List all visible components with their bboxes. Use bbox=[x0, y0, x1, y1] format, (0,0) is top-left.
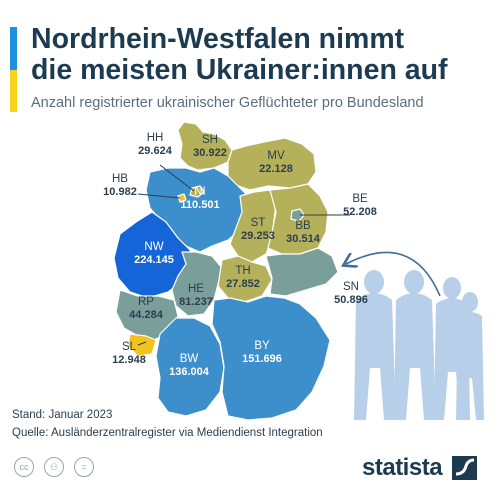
region-code-NI: NI bbox=[194, 186, 206, 198]
region-code-RP: RP bbox=[138, 296, 154, 308]
region-value-SL: 12.948 bbox=[112, 354, 146, 366]
region-SH bbox=[177, 121, 233, 171]
region-SN bbox=[265, 247, 339, 297]
equals-icon: = bbox=[74, 457, 94, 477]
region-code-SH: SH bbox=[202, 134, 218, 146]
region-HH bbox=[189, 185, 205, 198]
region-value-BY: 151.696 bbox=[242, 353, 282, 365]
region-value-SH: 30.922 bbox=[193, 147, 227, 159]
region-value-NI: 110.501 bbox=[180, 199, 219, 211]
region-value-BW: 136.004 bbox=[169, 366, 210, 378]
region-code-BW: BW bbox=[180, 353, 199, 365]
region-code-ST: ST bbox=[251, 217, 266, 229]
region-value-ST: 29.253 bbox=[241, 230, 275, 242]
region-SL bbox=[127, 333, 157, 357]
statista-brand: statista bbox=[362, 454, 443, 481]
region-code-SN: SN bbox=[343, 281, 359, 293]
region-BW bbox=[155, 317, 225, 417]
region-code-BE: BE bbox=[352, 193, 368, 205]
region-code-TH: TH bbox=[235, 265, 250, 277]
stand-note: Stand: Januar 2023 bbox=[12, 409, 113, 421]
region-code-HE: HE bbox=[188, 283, 204, 295]
region-value-RP: 44.284 bbox=[129, 309, 164, 321]
region-code-HB: HB bbox=[112, 173, 128, 185]
region-value-HH: 29.624 bbox=[138, 145, 173, 157]
region-HE bbox=[171, 251, 223, 317]
region-value-NW: 224.145 bbox=[134, 254, 174, 266]
region-value-TH: 27.852 bbox=[226, 278, 260, 290]
cc-icon: cc bbox=[14, 457, 34, 477]
leader-HB bbox=[137, 193, 181, 199]
person-icon: ⚇ bbox=[44, 457, 64, 477]
region-code-BB: BB bbox=[295, 220, 311, 232]
region-code-MV: MV bbox=[267, 150, 285, 162]
chart-subtitle: Anzahl registrierter ukrainischer Geflüc… bbox=[31, 95, 424, 111]
region-value-HB: 10.982 bbox=[103, 186, 137, 198]
region-value-MV: 22.128 bbox=[259, 163, 293, 175]
region-TH bbox=[217, 255, 273, 303]
region-code-SL: SL bbox=[122, 341, 137, 353]
region-value-BE: 52.208 bbox=[343, 206, 377, 218]
chart-title: Nordrhein-Westfalen nimmt die meisten Uk… bbox=[31, 23, 448, 86]
leader-SL bbox=[137, 341, 147, 346]
arrow-icon bbox=[346, 251, 441, 297]
region-code-NW: NW bbox=[144, 241, 163, 253]
region-code-BY: BY bbox=[254, 340, 270, 352]
leader-HH bbox=[159, 164, 195, 192]
refugees-silhouette-icon bbox=[354, 270, 484, 420]
region-value-BB: 30.514 bbox=[286, 233, 321, 245]
region-value-HE: 81.237 bbox=[179, 296, 213, 308]
source-note: Quelle: Ausländerzentralregister via Med… bbox=[12, 427, 323, 439]
region-code-HH: HH bbox=[147, 132, 164, 144]
statista-logo-icon bbox=[452, 456, 477, 480]
region-value-SN: 50.896 bbox=[334, 294, 368, 306]
region-HB bbox=[177, 193, 187, 203]
region-BY bbox=[211, 295, 331, 421]
ukraine-flag-bar bbox=[10, 27, 17, 112]
region-BE bbox=[290, 208, 305, 222]
